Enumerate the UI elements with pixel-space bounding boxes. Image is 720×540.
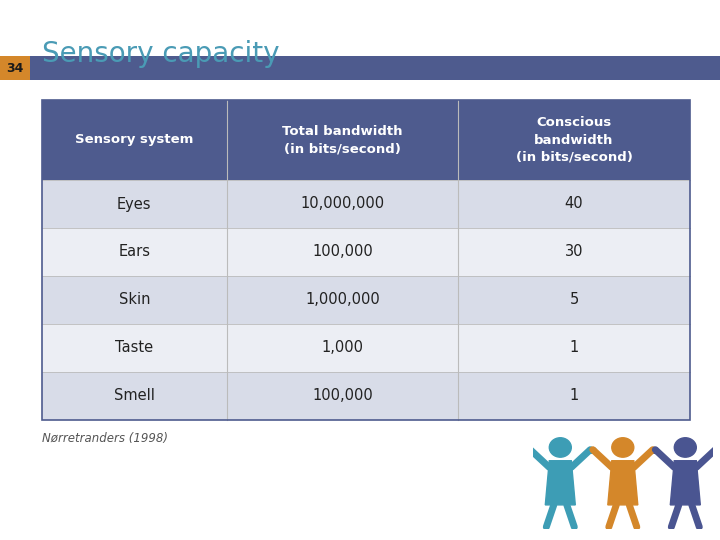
Bar bbox=[42, 228, 690, 276]
Polygon shape bbox=[608, 461, 638, 505]
Bar bbox=[42, 276, 690, 324]
Bar bbox=[0, 56, 30, 80]
Bar bbox=[30, 56, 720, 80]
Text: 40: 40 bbox=[564, 197, 583, 212]
Bar bbox=[42, 100, 690, 420]
Text: Nørretranders (1998): Nørretranders (1998) bbox=[42, 432, 168, 445]
Text: 100,000: 100,000 bbox=[312, 245, 373, 260]
Text: Sensory capacity: Sensory capacity bbox=[42, 40, 279, 68]
Text: 5: 5 bbox=[570, 293, 579, 307]
Text: 100,000: 100,000 bbox=[312, 388, 373, 403]
Text: 1,000,000: 1,000,000 bbox=[305, 293, 379, 307]
Text: 1: 1 bbox=[570, 388, 579, 403]
Text: Smell: Smell bbox=[114, 388, 155, 403]
Text: Eyes: Eyes bbox=[117, 197, 152, 212]
Text: Taste: Taste bbox=[115, 341, 153, 355]
Text: 1,000: 1,000 bbox=[321, 341, 364, 355]
Bar bbox=[42, 100, 690, 180]
Circle shape bbox=[675, 438, 696, 457]
Text: Sensory system: Sensory system bbox=[75, 133, 194, 146]
Text: Total bandwidth
(in bits/second): Total bandwidth (in bits/second) bbox=[282, 125, 402, 155]
Bar bbox=[42, 324, 690, 372]
Text: 1: 1 bbox=[570, 341, 579, 355]
Text: 10,000,000: 10,000,000 bbox=[300, 197, 384, 212]
Text: 34: 34 bbox=[6, 62, 24, 75]
Polygon shape bbox=[545, 461, 575, 505]
Text: Skin: Skin bbox=[119, 293, 150, 307]
Bar bbox=[42, 180, 690, 228]
Circle shape bbox=[549, 438, 571, 457]
Text: Conscious
bandwidth
(in bits/second): Conscious bandwidth (in bits/second) bbox=[516, 117, 632, 164]
Polygon shape bbox=[670, 461, 701, 505]
Text: Ears: Ears bbox=[118, 245, 150, 260]
Bar bbox=[42, 372, 690, 420]
Text: 30: 30 bbox=[564, 245, 583, 260]
Circle shape bbox=[612, 438, 634, 457]
